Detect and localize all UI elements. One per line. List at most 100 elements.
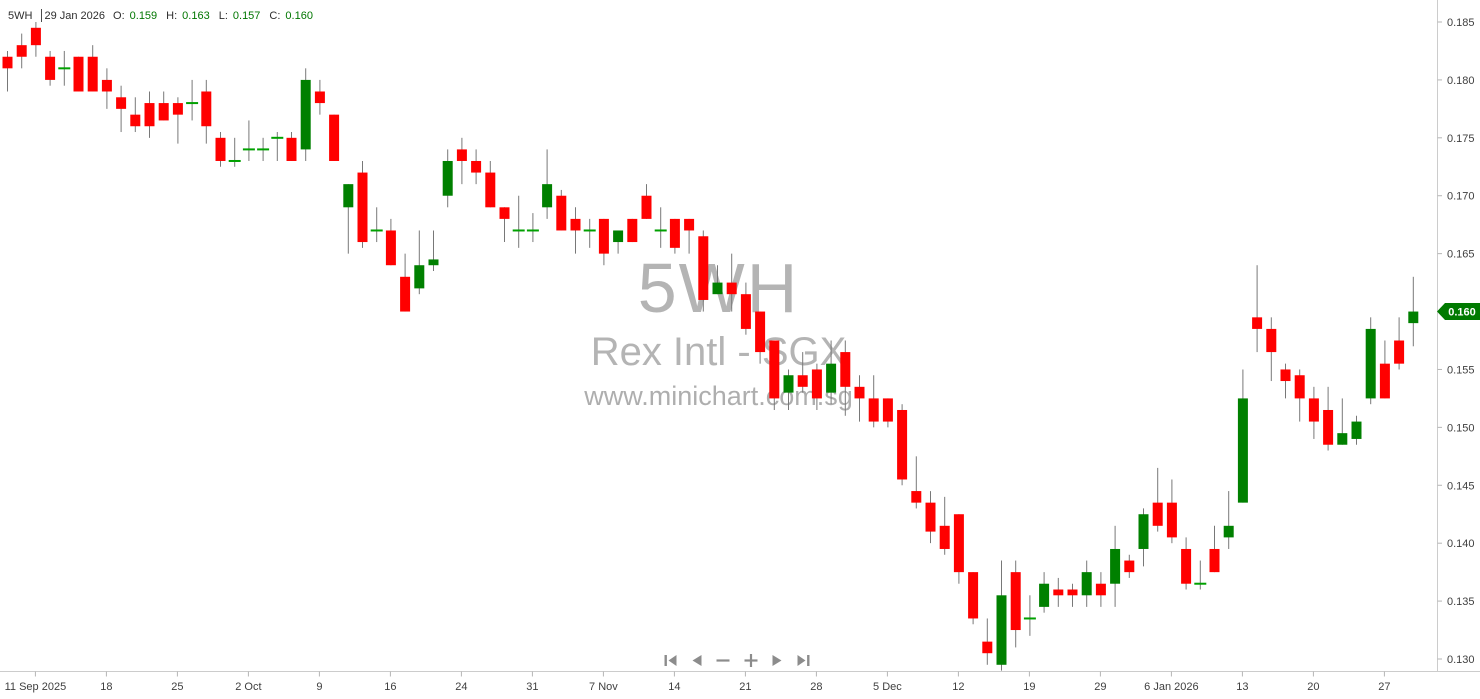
candle [101,68,112,109]
candle [286,132,297,161]
high-field-label: H: [166,9,178,22]
candle [1095,572,1106,607]
nav-skip-start-button[interactable] [664,654,678,667]
nav-step-forward-button[interactable] [772,654,784,667]
candle [925,491,936,544]
candle [1124,554,1135,578]
candle [1280,363,1291,399]
nav-step-back-button[interactable] [691,654,703,667]
y-tick-label: 0.170 [1447,191,1475,203]
candle [641,184,652,219]
candle [186,79,199,121]
candle [911,456,922,509]
x-tick-label: 7 Nov [589,681,618,693]
low-field-label: L: [218,9,228,22]
candle [1294,369,1305,422]
candle [215,132,226,167]
candle [982,618,993,665]
candle [868,375,879,428]
x-tick-label: 6 Jan 2026 [1144,681,1198,693]
candle [116,85,127,133]
x-axis: 11 Sep 2025 18 25 2 Oct 9 16 24 31 7 Nov 14 21 28 5 … [5,671,1391,693]
chart-nav-toolbar [664,654,811,667]
y-tick-label: 0.135 [1447,596,1475,608]
skip-end-icon [797,655,810,666]
candle [30,22,41,57]
candle [1166,479,1177,544]
axis-frame [0,0,1480,672]
candle [357,160,368,248]
candle [526,213,539,243]
candle [158,91,169,121]
candle [442,149,453,208]
candle [58,50,71,86]
candle [1365,317,1376,405]
nav-zoom-out-button[interactable] [716,654,731,667]
last-price-badge-value: 0.160 [1448,307,1476,319]
candle [499,207,510,243]
candle [1194,560,1207,590]
candle [840,340,851,416]
candle [1252,265,1263,353]
candle [300,68,311,161]
x-tick-label: 14 [668,681,680,693]
candle [1379,340,1390,399]
candle [1081,560,1092,607]
nav-zoom-in-button[interactable] [744,654,759,667]
high-value: 0.163 [182,9,210,22]
close-value: 0.160 [285,9,313,22]
x-tick-label: 11 Sep 2025 [5,681,67,693]
ohlc-header: 5WH 29 Jan 2026 O: 0.159 H: 0.163 L: 0.1… [8,9,322,22]
candle [1351,415,1362,445]
open-value: 0.159 [129,9,158,22]
x-tick-label: 19 [1023,681,1035,693]
candle [428,230,439,272]
candle [654,207,667,248]
x-tick-label: 9 [316,681,322,693]
candle [1110,525,1121,607]
candle [1039,572,1050,613]
candle [1067,583,1078,607]
candle [968,572,979,625]
candle [570,207,581,254]
close-field-label: C: [269,9,281,22]
candle [797,352,808,393]
candle [314,79,325,115]
x-tick-label: 2 Oct [235,681,261,693]
y-tick-label: 0.145 [1447,480,1475,492]
x-tick-label: 25 [171,681,183,693]
candle [583,218,596,248]
x-tick-label: 29 [1094,681,1106,693]
chevron-left-icon [692,655,702,666]
candle [726,253,737,312]
x-tick-label: 12 [952,681,964,693]
candle [172,97,183,144]
crosshair-cursor-line [41,9,43,22]
candle [414,230,425,295]
y-tick-label: 0.130 [1447,654,1475,666]
candle [627,218,638,243]
candle [1337,398,1348,445]
candle [1152,467,1163,532]
candle [1323,386,1334,451]
candle [1010,560,1021,648]
x-tick-label: 16 [384,681,396,693]
candle [854,375,865,422]
candle [882,398,893,428]
candle [684,218,695,254]
candle [598,218,609,266]
low-value: 0.157 [232,9,261,22]
nav-skip-end-button[interactable] [797,654,811,667]
candle [144,91,155,138]
x-tick-label: 24 [455,681,467,693]
candle [811,363,822,410]
candle [1266,317,1277,382]
candle [485,160,496,208]
candle [242,120,255,161]
candle [1408,276,1419,347]
candle [130,97,141,133]
minus-icon [716,659,730,662]
candle [755,311,766,364]
